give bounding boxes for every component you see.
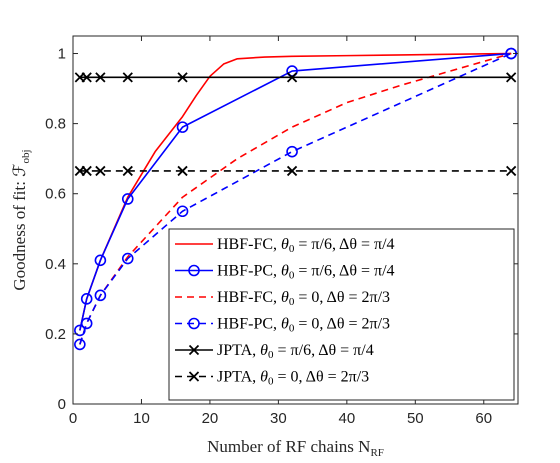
legend-entry-6: JPTA, θ0 = 0, Δθ = 2π/3 — [175, 369, 369, 388]
legend-label: HBF-PC, θ0 = π/6, Δθ = π/4 — [217, 263, 395, 282]
data-point-s4-2 — [80, 317, 93, 330]
legend-marker — [188, 317, 200, 330]
legend-entry-4: HBF-PC, θ0 = 0, Δθ = 2π/3 — [175, 316, 390, 335]
data-point-s4-5 — [176, 205, 189, 218]
axes: 0 10 20 30 40 50 60 0 0.2 0.4 0.6 0.8 1 — [45, 35, 519, 427]
x-tick-label: 30 — [270, 410, 287, 427]
axes-box — [72, 35, 519, 405]
data-point-s6-2 — [81, 165, 92, 177]
y-tick-label: 0 — [58, 396, 66, 413]
y-axis-label: Goodness of fit: ℱobj — [10, 149, 32, 290]
legend-entry-2: HBF-PC, θ0 = π/6, Δθ = π/4 — [175, 263, 395, 282]
y-tick-label: 0.8 — [45, 116, 66, 133]
data-point-s6-6 — [286, 165, 298, 177]
data-point-s5-2 — [81, 72, 92, 83]
y-axis-label-main: Goodness of fit: ℱ — [10, 163, 29, 290]
data-point-s5-7 — [506, 72, 517, 83]
legend-entry-5: JPTA, θ0 = π/6, Δθ = π/4 — [175, 342, 374, 361]
data-point-s2-5 — [176, 121, 189, 133]
legend-marker — [188, 371, 200, 382]
legend-entry-1: HBF-FC, θ0 = π/6, Δθ = π/4 — [175, 236, 395, 255]
y-axis-label-sub: obj — [20, 149, 32, 163]
data-point-s2-1 — [74, 324, 86, 337]
y-tick-label: 0.6 — [45, 186, 66, 203]
data-point-s2-6 — [286, 65, 298, 77]
x-tick-label: 50 — [407, 410, 424, 427]
x-axis-label: Number of RF chains NRF — [207, 437, 384, 459]
x-tick-label: 0 — [69, 410, 77, 427]
legend-marker — [188, 344, 200, 356]
marker-layer — [74, 47, 517, 351]
series-line-2 — [79, 52, 512, 331]
x-tick-label: 40 — [339, 410, 356, 427]
data-point-s2-3 — [94, 254, 107, 267]
data-point-s4-1 — [74, 338, 86, 351]
legend-label: HBF-FC, θ0 = π/6, Δθ = π/4 — [217, 236, 395, 255]
legend: HBF-FC, θ0 = π/6, Δθ = π/4 HBF-PC, θ0 = π… — [168, 228, 515, 401]
y-tick-label: 0.4 — [45, 256, 66, 273]
x-tick-label: 10 — [133, 410, 150, 427]
data-point-s2-2 — [80, 293, 93, 305]
data-point-s5-4 — [122, 72, 133, 83]
data-point-s5-5 — [177, 72, 188, 83]
legend-box — [168, 228, 515, 401]
series-line-4 — [79, 52, 512, 345]
legend-label: HBF-FC, θ0 = 0, Δθ = 2π/3 — [217, 289, 390, 308]
legend-label: HBF-PC, θ0 = 0, Δθ = 2π/3 — [217, 316, 390, 335]
legend-marker — [188, 264, 200, 277]
y-tick-label: 1 — [58, 46, 66, 63]
x-tick-label: 60 — [475, 410, 492, 427]
data-point-s6-7 — [506, 165, 517, 177]
data-point-s4-4 — [121, 252, 134, 265]
data-point-s4-6 — [286, 145, 298, 158]
data-point-s6-4 — [122, 165, 133, 177]
legend-label: JPTA, θ0 = π/6, Δθ = π/4 — [217, 342, 374, 361]
x-axis-label-main: Number of RF chains N — [207, 437, 370, 456]
data-point-s2-4 — [121, 193, 134, 205]
y-tick-label: 0.2 — [45, 326, 66, 343]
data-point-s5-3 — [95, 72, 106, 83]
x-tick-label: 20 — [202, 410, 219, 427]
x-axis-label-sub: RF — [370, 447, 383, 459]
data-point-s4-3 — [94, 289, 107, 302]
legend-label: JPTA, θ0 = 0, Δθ = 2π/3 — [217, 369, 369, 388]
data-point-s6-5 — [177, 165, 188, 177]
legend-entry-3: HBF-FC, θ0 = 0, Δθ = 2π/3 — [175, 289, 390, 308]
plot-marks — [74, 47, 517, 351]
data-point-s5-6 — [286, 72, 298, 83]
data-point-s6-3 — [95, 165, 106, 177]
